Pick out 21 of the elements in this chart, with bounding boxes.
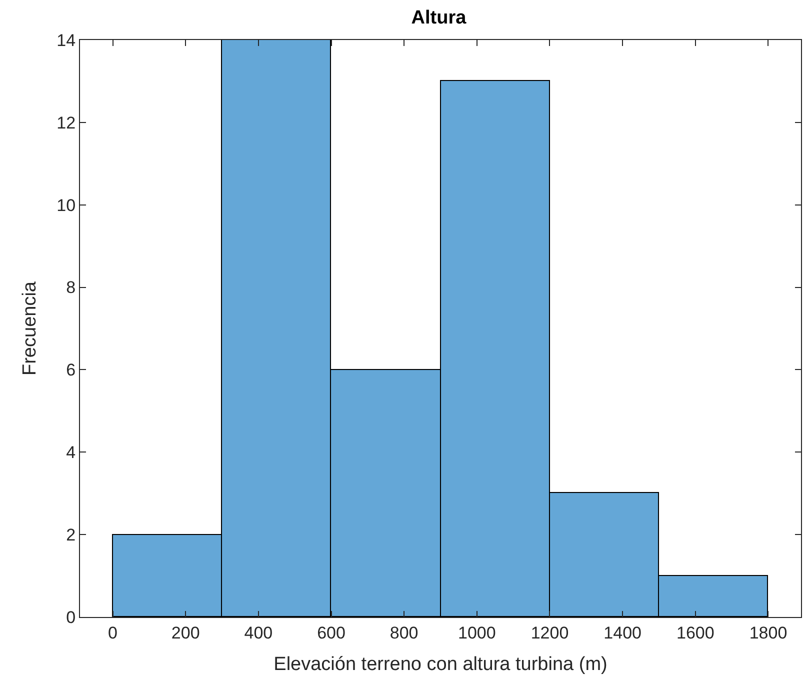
y-tick-label: 14 — [56, 30, 76, 50]
x-tick-label: 1400 — [604, 623, 642, 642]
x-tick-label: 1600 — [676, 623, 714, 642]
x-tick-label: 600 — [317, 623, 346, 642]
y-tick-label: 0 — [66, 608, 76, 627]
x-tick-label: 800 — [390, 623, 418, 642]
y-tick-label: 2 — [66, 526, 76, 545]
x-tick-label: 1800 — [749, 623, 788, 642]
x-tick-label: 200 — [171, 623, 200, 642]
x-tick-label: 1200 — [530, 623, 569, 642]
y-tick-label: 4 — [66, 443, 76, 462]
x-axis-title: Elevación terreno con altura turbina (m) — [274, 654, 608, 676]
chart-title: Altura — [411, 8, 467, 29]
x-tick-label: 0 — [108, 623, 118, 642]
y-tick-label: 8 — [66, 278, 76, 298]
x-tick-label: 400 — [244, 623, 273, 642]
y-tick-label: 10 — [56, 196, 76, 215]
x-tick-label: 1000 — [458, 623, 496, 642]
y-axis-title: Frecuencia — [20, 281, 41, 376]
y-tick-label: 6 — [66, 360, 76, 380]
y-tick-label: 12 — [56, 113, 76, 132]
